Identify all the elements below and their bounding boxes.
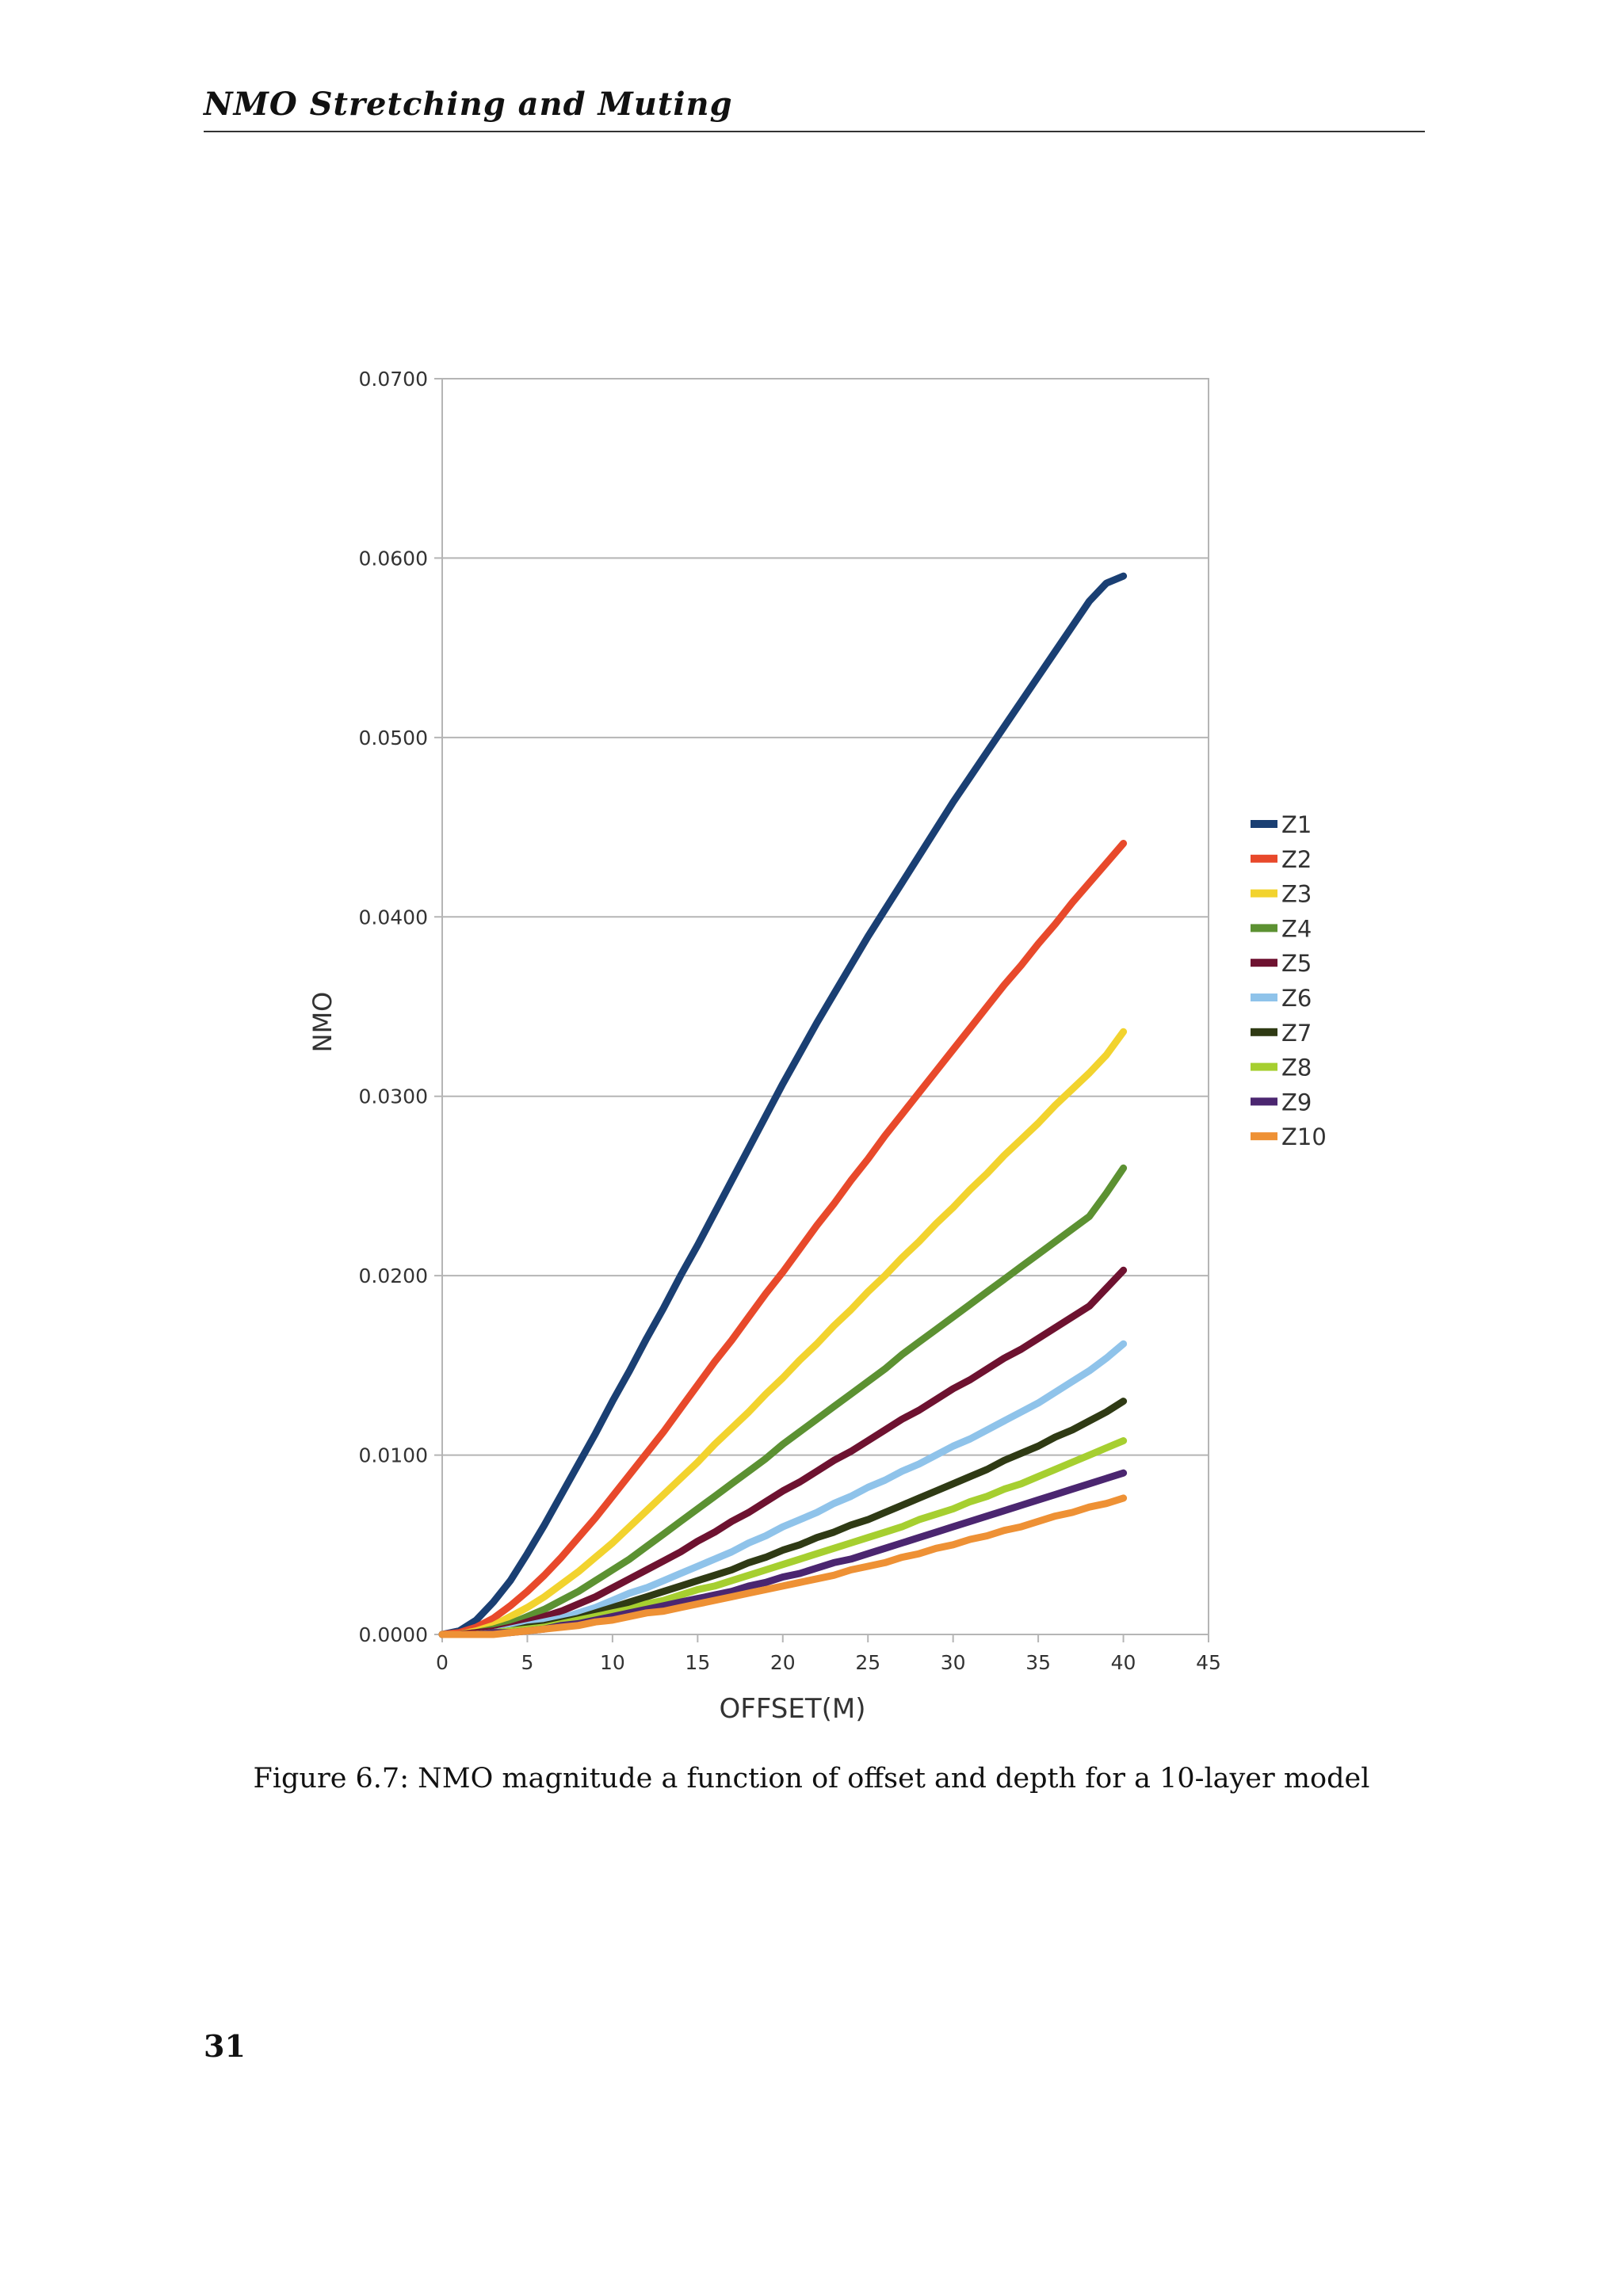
series-line-z10 xyxy=(438,1494,1128,1638)
legend-label-z1: Z1 xyxy=(1281,811,1312,838)
legend-swatch-z9 xyxy=(1251,1097,1277,1106)
figure-caption: Figure 6.7: NMO magnitude a function of … xyxy=(253,1763,1370,1794)
legend-swatch-z5 xyxy=(1251,959,1277,967)
legend-label-z6: Z6 xyxy=(1281,985,1312,1012)
y-axis-ticks: 0.0000 0.0100 0.0200 0.0300 0.0400 0.0500 0.06… xyxy=(359,368,428,1646)
x-tick-label: 25 xyxy=(855,1651,880,1674)
legend-swatch-z6 xyxy=(1251,994,1277,1001)
legend-swatch-z3 xyxy=(1251,889,1277,898)
x-tick-label: 40 xyxy=(1111,1651,1136,1674)
legend-label-z8: Z8 xyxy=(1281,1055,1312,1081)
legend-swatch-z8 xyxy=(1251,1062,1277,1071)
legend-label-z7: Z7 xyxy=(1281,1020,1312,1047)
series-line-z4 xyxy=(438,1164,1128,1638)
x-tick-label: 5 xyxy=(521,1651,533,1674)
series-line-z5 xyxy=(438,1266,1128,1638)
y-tick-label: 0.0400 xyxy=(359,906,428,929)
legend-label-z3: Z3 xyxy=(1281,881,1312,908)
series-line-z1 xyxy=(438,572,1128,1638)
y-axis-label: NMO xyxy=(307,992,338,1053)
running-header: NMO Stretching and Muting xyxy=(204,86,733,123)
header-rule xyxy=(204,131,1425,132)
legend-label-z9: Z9 xyxy=(1281,1089,1312,1116)
x-axis-ticks: 0 5 10 15 20 25 30 35 40 45 xyxy=(436,1634,1221,1674)
gridlines xyxy=(434,378,1209,1635)
y-tick-label: 0.0200 xyxy=(359,1264,428,1287)
legend: Z1 Z2 Z3 Z4 Z5 Z6 Z7 Z8 Z9 Z10 xyxy=(1251,811,1327,1150)
legend-label-z5: Z5 xyxy=(1281,950,1312,977)
series-line-z3 xyxy=(438,1028,1128,1638)
y-tick-label: 0.0500 xyxy=(359,727,428,749)
series-line-z2 xyxy=(438,840,1128,1638)
y-tick-label: 0.0700 xyxy=(359,368,428,391)
y-tick-label: 0.0600 xyxy=(359,547,428,570)
legend-swatch-z4 xyxy=(1251,924,1277,933)
legend-swatch-z1 xyxy=(1251,820,1277,828)
legend-swatch-z10 xyxy=(1251,1132,1277,1141)
x-tick-label: 35 xyxy=(1025,1651,1051,1674)
x-tick-label: 10 xyxy=(600,1651,625,1674)
y-tick-label: 0.0300 xyxy=(359,1085,428,1108)
x-tick-label: 45 xyxy=(1196,1651,1221,1674)
legend-label-z10: Z10 xyxy=(1281,1123,1327,1150)
x-tick-label: 15 xyxy=(685,1651,710,1674)
series-lines xyxy=(438,572,1128,1638)
x-tick-label: 0 xyxy=(436,1651,449,1674)
y-tick-label: 0.0000 xyxy=(359,1623,428,1646)
legend-label-z4: Z4 xyxy=(1281,915,1312,942)
x-axis-label: OFFSET(M) xyxy=(720,1693,866,1725)
y-tick-label: 0.0100 xyxy=(359,1444,428,1467)
page-number: 31 xyxy=(204,2028,246,2064)
x-tick-label: 30 xyxy=(941,1651,966,1674)
x-tick-label: 20 xyxy=(770,1651,796,1674)
legend-swatch-z2 xyxy=(1251,854,1277,863)
legend-swatch-z7 xyxy=(1251,1028,1277,1036)
legend-label-z2: Z2 xyxy=(1281,846,1312,873)
